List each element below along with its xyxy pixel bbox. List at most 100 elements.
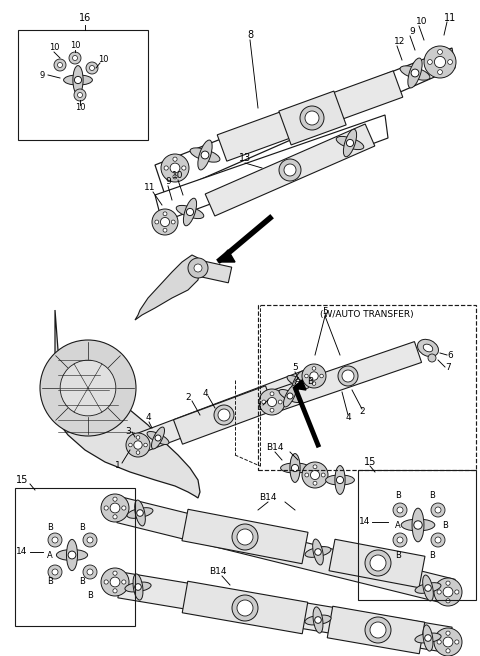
Text: A: A bbox=[295, 377, 301, 386]
Polygon shape bbox=[173, 386, 275, 444]
Circle shape bbox=[370, 555, 386, 571]
Text: B: B bbox=[87, 590, 93, 600]
Circle shape bbox=[113, 497, 117, 501]
Polygon shape bbox=[279, 91, 346, 145]
Circle shape bbox=[101, 568, 129, 596]
Polygon shape bbox=[196, 260, 232, 283]
Circle shape bbox=[313, 465, 317, 469]
Ellipse shape bbox=[198, 140, 212, 170]
Text: 5: 5 bbox=[292, 363, 298, 373]
Bar bbox=[258, 305, 476, 470]
Polygon shape bbox=[217, 71, 403, 161]
Circle shape bbox=[278, 400, 282, 404]
Bar bbox=[18, 30, 148, 140]
Circle shape bbox=[302, 462, 328, 488]
Ellipse shape bbox=[423, 344, 433, 352]
Ellipse shape bbox=[408, 58, 422, 88]
Circle shape bbox=[113, 515, 117, 519]
Circle shape bbox=[312, 382, 316, 385]
Circle shape bbox=[218, 409, 230, 421]
Circle shape bbox=[170, 163, 180, 173]
Circle shape bbox=[446, 649, 450, 653]
Polygon shape bbox=[218, 250, 235, 262]
Circle shape bbox=[60, 360, 116, 416]
Circle shape bbox=[83, 533, 97, 547]
Circle shape bbox=[48, 565, 62, 579]
Circle shape bbox=[160, 217, 169, 226]
Text: 3: 3 bbox=[125, 428, 131, 436]
Ellipse shape bbox=[147, 432, 169, 445]
Text: 10: 10 bbox=[172, 171, 184, 180]
Circle shape bbox=[52, 569, 58, 575]
Text: B: B bbox=[47, 577, 53, 586]
Text: 11: 11 bbox=[444, 13, 456, 23]
Circle shape bbox=[101, 494, 129, 522]
Circle shape bbox=[52, 537, 58, 543]
Circle shape bbox=[448, 60, 453, 64]
Circle shape bbox=[186, 209, 193, 216]
Circle shape bbox=[397, 537, 403, 543]
Ellipse shape bbox=[279, 390, 301, 403]
Circle shape bbox=[279, 159, 301, 181]
Circle shape bbox=[443, 587, 453, 597]
Circle shape bbox=[155, 220, 159, 224]
Circle shape bbox=[58, 62, 62, 68]
Ellipse shape bbox=[343, 129, 357, 157]
Circle shape bbox=[270, 392, 274, 396]
Text: A: A bbox=[395, 520, 401, 529]
Circle shape bbox=[40, 340, 136, 436]
Circle shape bbox=[365, 617, 391, 643]
Circle shape bbox=[435, 507, 441, 513]
Circle shape bbox=[86, 62, 98, 74]
Ellipse shape bbox=[325, 475, 354, 485]
Circle shape bbox=[267, 398, 276, 407]
Ellipse shape bbox=[190, 148, 220, 162]
Circle shape bbox=[455, 590, 459, 594]
Polygon shape bbox=[182, 509, 308, 564]
Ellipse shape bbox=[57, 550, 87, 560]
Circle shape bbox=[104, 580, 108, 584]
Text: B: B bbox=[79, 522, 85, 531]
Circle shape bbox=[201, 151, 209, 159]
Polygon shape bbox=[155, 115, 388, 222]
Ellipse shape bbox=[423, 575, 433, 601]
Circle shape bbox=[232, 595, 258, 621]
Circle shape bbox=[397, 507, 403, 513]
Circle shape bbox=[83, 565, 97, 579]
Text: 8: 8 bbox=[247, 30, 253, 40]
Text: 9: 9 bbox=[39, 70, 45, 79]
Circle shape bbox=[129, 443, 132, 447]
Ellipse shape bbox=[281, 463, 310, 473]
Text: B: B bbox=[429, 550, 435, 560]
Circle shape bbox=[370, 622, 386, 638]
Ellipse shape bbox=[312, 539, 324, 565]
Polygon shape bbox=[205, 124, 375, 216]
Circle shape bbox=[437, 640, 441, 644]
Ellipse shape bbox=[152, 427, 165, 449]
Circle shape bbox=[237, 529, 253, 545]
Ellipse shape bbox=[305, 615, 331, 625]
Circle shape bbox=[110, 577, 120, 587]
Ellipse shape bbox=[400, 66, 430, 80]
Circle shape bbox=[411, 69, 419, 77]
Text: 4: 4 bbox=[345, 413, 351, 422]
Circle shape bbox=[443, 637, 453, 647]
Text: 1: 1 bbox=[257, 403, 263, 413]
Circle shape bbox=[74, 76, 82, 83]
Circle shape bbox=[336, 476, 344, 483]
Polygon shape bbox=[136, 369, 315, 453]
Circle shape bbox=[126, 433, 150, 457]
Circle shape bbox=[173, 174, 177, 179]
Text: B: B bbox=[47, 522, 53, 531]
Circle shape bbox=[321, 473, 325, 477]
Circle shape bbox=[237, 600, 253, 616]
Bar bbox=[15, 488, 135, 626]
Circle shape bbox=[152, 209, 178, 235]
Circle shape bbox=[48, 533, 62, 547]
Circle shape bbox=[312, 367, 316, 370]
Circle shape bbox=[110, 503, 120, 513]
Circle shape bbox=[438, 70, 443, 75]
Circle shape bbox=[305, 473, 309, 477]
Polygon shape bbox=[135, 255, 200, 320]
Text: B14: B14 bbox=[259, 493, 277, 502]
